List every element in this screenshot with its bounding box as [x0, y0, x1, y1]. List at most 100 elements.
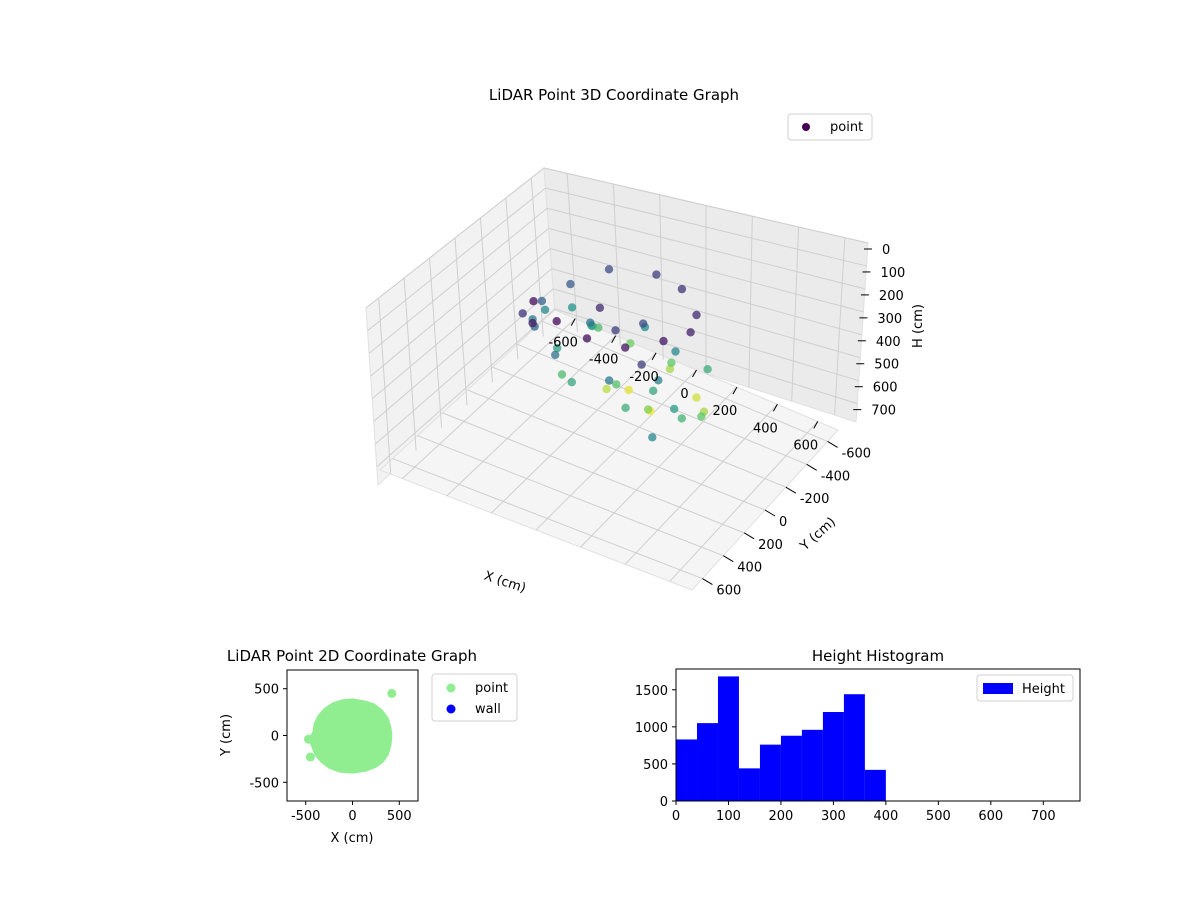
x-tick-label: 700: [1031, 809, 1056, 824]
histogram-bar: [864, 769, 886, 801]
grid-left-x: [378, 297, 392, 474]
y-tick-label: -200: [800, 492, 830, 507]
grid-back-z: [543, 167, 869, 244]
x-tick-label: 600: [978, 809, 1003, 824]
grid-left-z: [376, 308, 556, 468]
grid-left-x: [454, 237, 468, 406]
histogram-bar: [843, 694, 865, 801]
x-tick-label: 400: [873, 809, 898, 824]
chart-histogram-legend: Height: [976, 674, 1074, 702]
scatter-point: [602, 384, 611, 394]
z-tick-label: 300: [877, 312, 902, 327]
chart-2d-xlabel: X (cm): [331, 831, 374, 846]
y-tick-mark: [702, 578, 713, 586]
grid-back-y: [748, 216, 753, 388]
chart-2d-legend: point wall: [431, 673, 518, 722]
scatter-point: [677, 414, 686, 423]
scatter-point: [648, 433, 657, 442]
scatter-point-2d: [387, 688, 397, 698]
scatter-point: [686, 328, 695, 337]
scatter-point-2d: [304, 734, 314, 744]
scatter-point: [649, 386, 658, 395]
scatter-point: [557, 370, 567, 379]
scatter-point: [551, 350, 560, 360]
chart-3d-points: [518, 265, 712, 442]
x-tick-label: 200: [769, 809, 794, 824]
chart-3d-ylabel: Y (cm): [797, 515, 839, 555]
grid-back-z: [554, 308, 858, 405]
x-tick-mark: [692, 369, 697, 378]
histogram-bar: [696, 723, 718, 801]
x-tick-label: 200: [713, 404, 738, 419]
grid-back-y: [791, 226, 800, 402]
grid-left-z: [368, 207, 548, 354]
scatter-point: [540, 305, 550, 314]
x-tick-mark: [732, 386, 738, 395]
scatter-point: [553, 343, 562, 353]
scatter-point: [529, 297, 538, 306]
chart-histogram-bars: [676, 676, 886, 801]
scatter-point: [692, 393, 701, 402]
grid-floor-y: [467, 389, 766, 511]
z-tick-label: 200: [879, 289, 904, 304]
grid-left-z: [365, 167, 545, 309]
grid-left-z: [367, 187, 546, 332]
grid-floor-y: [517, 343, 807, 465]
scatter-point: [604, 265, 614, 274]
histogram-bar: [676, 739, 697, 801]
grid-left-x: [505, 197, 519, 360]
histogram-bar: [717, 676, 739, 801]
grid-left-x: [403, 277, 417, 451]
grid-left-z: [373, 268, 553, 422]
x-tick-label: 0: [680, 387, 688, 402]
y-tick-label: -600: [842, 446, 872, 461]
grid-back-z: [548, 227, 864, 313]
grid-back-z: [545, 187, 867, 267]
chart-2d-legend-label-wall: wall: [475, 702, 501, 717]
chart-3d-ticks: -600 -400 -200 0 200 400 600 -600 -400 -200 0 200 40…: [548, 243, 905, 599]
x-tick-label: 500: [926, 809, 951, 824]
grid-back-z: [550, 248, 862, 336]
histogram-bar: [822, 712, 844, 801]
chart-3d-zlabel: H (cm): [911, 304, 926, 348]
grid-left-x: [429, 257, 443, 428]
chart-3d-title: LiDAR Point 3D Coordinate Graph: [489, 86, 739, 104]
scatter-point: [643, 405, 653, 414]
chart-histogram-title: Height Histogram: [812, 647, 944, 665]
chart-3d-legend: point: [787, 113, 873, 141]
scatter-point: [528, 318, 537, 328]
chart-3d-xlabel: X (cm): [482, 569, 528, 597]
scatter-point: [612, 380, 621, 389]
chart-2d-legend-label-point: point: [475, 681, 508, 696]
grid-back-z: [553, 288, 859, 382]
scatter-point: [611, 326, 620, 335]
scatter-point: [654, 376, 663, 385]
scatter-point: [537, 296, 547, 306]
y-tick-label: 500: [254, 683, 279, 698]
scatter-point: [671, 347, 680, 356]
x-tick-label: 500: [387, 809, 412, 824]
grid-floor-y: [542, 320, 828, 442]
scatter-point: [639, 319, 648, 328]
chart-2d-plot: [304, 688, 397, 774]
x-tick-mark: [570, 318, 576, 326]
grid-back-y: [834, 237, 846, 416]
scatter-point: [667, 358, 676, 367]
y-tick-mark: [827, 440, 838, 448]
scatter-point: [567, 378, 576, 387]
x-tick-label: 300: [821, 809, 846, 824]
grid-back-y: [612, 184, 621, 346]
scatter-point: [703, 365, 712, 374]
grid-floor-y: [442, 412, 745, 534]
y-tick-mark: [743, 532, 755, 540]
y-tick-label: 500: [643, 758, 668, 773]
y-tick-label: 0: [660, 795, 668, 810]
scatter-point: [621, 343, 630, 352]
chart-3d-legend-label: point: [830, 120, 863, 135]
z-tick-label: 400: [876, 335, 901, 350]
scatter-point: [582, 334, 592, 343]
pane-floor: [379, 309, 839, 591]
y-tick-label: 0: [271, 730, 279, 745]
x-tick-label: -500: [291, 809, 321, 824]
z-tick-label: 700: [871, 404, 896, 419]
